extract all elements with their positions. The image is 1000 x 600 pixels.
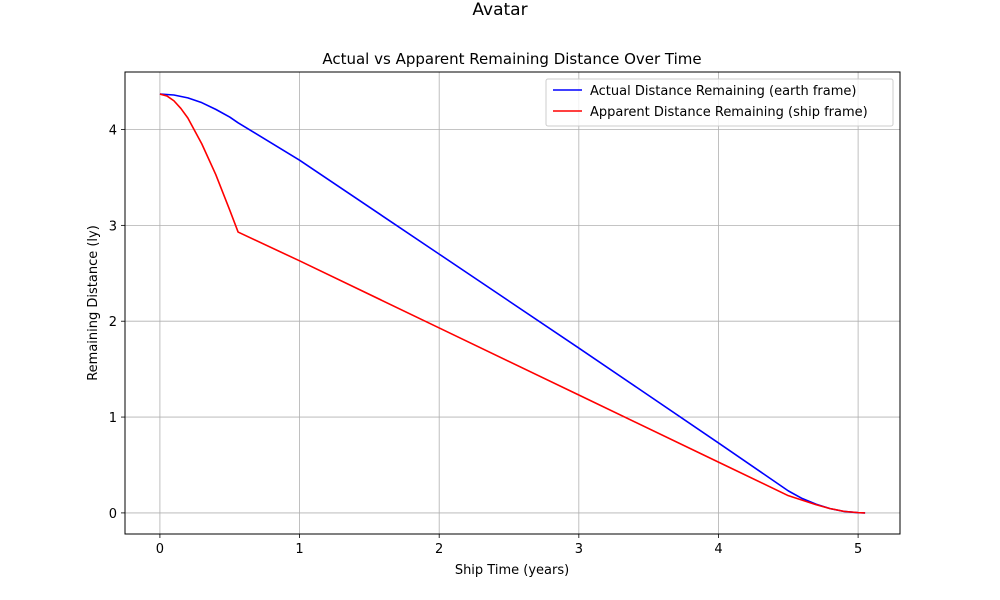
figure-suptitle: Avatar (472, 0, 527, 20)
legend-label-apparent: Apparent Distance Remaining (ship frame) (590, 105, 868, 120)
chart-title: Actual vs Apparent Remaining Distance Ov… (322, 50, 701, 68)
legend-box (545, 78, 894, 127)
x-tick-label: 5 (854, 542, 862, 557)
y-tick-label: 2 (109, 315, 117, 330)
apparent-distance-line (159, 93, 866, 514)
series-lines (159, 93, 866, 514)
x-axis-label: Ship Time (years) (455, 563, 569, 578)
x-tick-label: 0 (156, 542, 164, 557)
y-tick-label: 0 (109, 507, 117, 522)
grid (125, 72, 900, 534)
y-tick-label: 3 (109, 219, 117, 234)
legend-label-actual: Actual Distance Remaining (earth frame) (590, 84, 856, 99)
x-tick-label: 1 (295, 542, 303, 557)
y-tick-label: 1 (109, 411, 117, 426)
y-tick-label: 4 (109, 124, 117, 139)
x-tick-label: 3 (575, 542, 583, 557)
x-tick-label: 2 (435, 542, 443, 557)
legend: Actual Distance Remaining (earth frame) … (545, 78, 894, 127)
y-axis-label: Remaining Distance (ly) (86, 225, 101, 381)
plot-frame (124, 71, 901, 535)
x-tick-label: 4 (714, 542, 722, 557)
axis-ticks: 0 1 2 3 4 5 0 1 2 3 4 (109, 124, 863, 557)
